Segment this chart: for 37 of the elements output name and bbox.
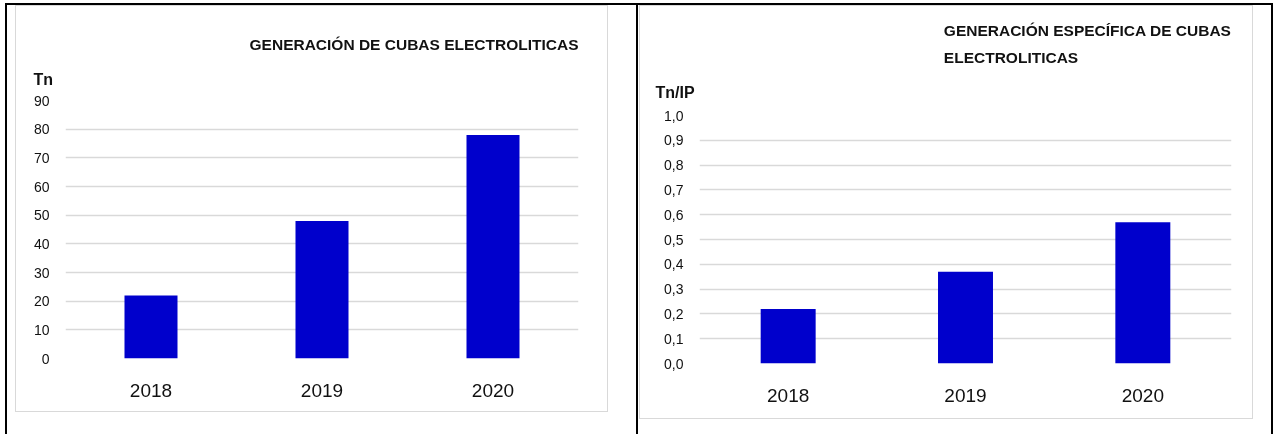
y-axis-title: Tn/IP (655, 83, 695, 101)
bar (466, 134, 520, 359)
y-tick-label: 30 (33, 264, 50, 281)
x-tick-label: 2018 (129, 379, 173, 401)
y-tick-label: 0,0 (664, 355, 684, 372)
y-tick-label: 0,7 (664, 181, 684, 198)
y-tick-label: 50 (33, 207, 50, 224)
x-tick-label: 2018 (767, 384, 810, 406)
y-tick-label: 60 (33, 178, 50, 195)
y-tick-label: 10 (33, 321, 50, 338)
y-tick-label: 0 (41, 350, 50, 367)
y-tick-label: 90 (33, 92, 50, 109)
x-tick-label: 2020 (1121, 384, 1164, 406)
bar (938, 271, 993, 364)
x-tick-label: 2020 (471, 379, 515, 401)
y-tick-label: 80 (33, 121, 50, 138)
y-tick-label: 1,0 (664, 107, 684, 124)
x-tick-label: 2019 (944, 384, 987, 406)
y-tick-label: 0,2 (664, 305, 684, 322)
bar (1115, 222, 1171, 364)
bar (295, 220, 349, 359)
chart-title: GENERACIÓN ESPECÍFICA DE CUBAS ELECTROLITICAS (943, 22, 1231, 67)
bar (760, 308, 816, 364)
y-tick-label: 0,9 (664, 132, 684, 149)
y-tick-label: 40 (33, 235, 50, 252)
y-tick-label: 0,5 (664, 231, 684, 248)
y-tick-label: 0,1 (664, 330, 684, 347)
bar (124, 295, 178, 359)
y-tick-label: 0,8 (664, 157, 684, 174)
y-tick-label: 70 (33, 149, 50, 166)
y-tick-label: 0,6 (664, 206, 684, 223)
y-tick-label: 20 (33, 293, 50, 310)
x-tick-label: 2019 (300, 379, 344, 401)
y-tick-label: 0,4 (664, 256, 684, 273)
y-axis-title: Tn (33, 70, 54, 88)
chart-title: GENERACIÓN DE CUBAS ELECTROLITICAS (249, 35, 579, 53)
y-tick-label: 0,3 (664, 281, 684, 298)
